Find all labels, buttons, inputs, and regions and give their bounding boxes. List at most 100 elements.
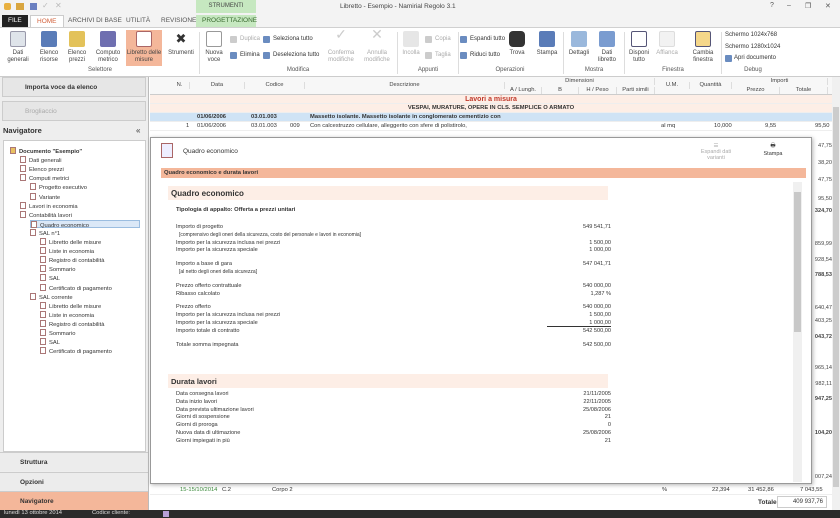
tree-item-label: Elenco prezzi (29, 167, 64, 174)
tree-item[interactable]: Registro di contabilità (40, 256, 104, 264)
tree-item[interactable]: Dati generali (20, 156, 62, 164)
disponi-tutto-button[interactable]: Disponi tutto (627, 31, 651, 64)
tree-item[interactable]: Elenco prezzi (20, 165, 64, 173)
tree-item[interactable]: Certificato di pagamento (40, 347, 112, 355)
tree-item[interactable]: SAL (40, 338, 60, 346)
elenco-prezzi-button[interactable]: Elenco prezzi (65, 31, 89, 64)
tree-item[interactable]: Certificato di pagamento (40, 283, 112, 292)
tree-item[interactable]: Sommario (40, 265, 75, 273)
dati-generali-button[interactable]: Dati generali (4, 31, 32, 64)
annulla-modifiche-button[interactable]: ✕ Annulla modifiche (361, 27, 393, 64)
duplica-button[interactable]: Duplica (230, 35, 260, 44)
save-icon[interactable] (30, 3, 37, 10)
col-totale[interactable]: Totale (780, 87, 828, 94)
espandi-varianti-button[interactable]: ☰ Espandi dati varianti (696, 143, 736, 161)
elimina-button[interactable]: Elimina (230, 51, 260, 60)
grid-scrollbar[interactable] (832, 77, 840, 510)
table-row[interactable]: 1 01/06/2006 03.01.003 009 Con calcestru… (150, 122, 832, 131)
seleziona-tutto-button[interactable]: Seleziona tutto (263, 35, 313, 44)
section-row[interactable]: Lavori a misura (150, 95, 832, 104)
tree-item[interactable]: Contabilità lavori (20, 210, 72, 219)
riduci-tutto-button[interactable]: Riduci tutto (460, 51, 500, 60)
schermo-1024-button[interactable]: Schermo 1024x768 (725, 32, 778, 38)
row-total: 95,50 (818, 196, 832, 202)
tree-item[interactable]: Progetto esecutivo (30, 183, 87, 191)
tab-progettazione[interactable]: PROGETTAZIONE (196, 15, 257, 27)
tree-item[interactable]: SAL corrente (30, 292, 73, 301)
help-button[interactable]: ? (770, 2, 774, 9)
computo-metrico-button[interactable]: Computo metrico (92, 31, 124, 64)
tree-item[interactable]: Libretto delle misure (40, 301, 101, 310)
elenco-risorse-button[interactable]: Elenco risorse (36, 31, 62, 64)
nuova-voce-button[interactable]: Nuova voce (202, 31, 226, 64)
dati-libretto-button[interactable]: Dati libretto (594, 31, 620, 64)
dettagli-button[interactable]: Dettagli (566, 31, 592, 57)
collapse-button[interactable]: « (136, 126, 141, 135)
close-button[interactable]: ✕ (825, 3, 831, 10)
col-um[interactable]: U.M. (655, 82, 690, 89)
tree-item[interactable]: Sommario (40, 329, 75, 337)
scroll-thumb[interactable] (833, 107, 839, 487)
tree-item[interactable]: Liste in economia (40, 247, 94, 255)
tree-item[interactable]: Computi metrici (20, 174, 69, 182)
pane-opzioni[interactable]: Opzioni (0, 472, 148, 491)
dialog-stampa-button[interactable]: 🖶 Stampa (759, 142, 787, 157)
col-b[interactable]: B (542, 87, 579, 94)
tree-item[interactable]: Liste in economia (40, 310, 94, 319)
table-row-selected[interactable]: 01/06/2006 03.01.003 Massetto isolante. … (150, 113, 832, 122)
tab-file[interactable]: FILE (2, 15, 28, 27)
schermo-1280-button[interactable]: Schermo 1280x1024 (725, 44, 781, 50)
scroll-thumb[interactable] (794, 192, 801, 332)
importa-voce-button[interactable]: Importa voce da elenco (2, 77, 146, 97)
minimize-button[interactable]: – (787, 2, 791, 9)
deseleziona-tutto-button[interactable]: Deseleziona tutto (263, 51, 319, 60)
col-data[interactable]: Data (190, 82, 245, 89)
tree-item[interactable]: SAL (40, 274, 60, 282)
brogliaccio-button[interactable]: Brogliaccio (2, 101, 146, 121)
category-row[interactable]: VESPAI, MURATURE, OPERE IN CLS. SEMPLICE… (150, 104, 832, 113)
tree-item[interactable]: Registro di contabilità (40, 319, 104, 328)
tab-utilita[interactable]: UTILITÀ (126, 17, 151, 24)
pane-navigatore[interactable]: Navigatore (0, 491, 148, 510)
tree-item[interactable]: Lavori in economia (20, 201, 78, 210)
col-descrizione[interactable]: Descrizione (305, 82, 505, 89)
col-h[interactable]: H / Peso (579, 87, 617, 94)
cambia-finestra-button[interactable]: Cambia finestra (688, 31, 718, 64)
col-codice[interactable]: Codice (245, 82, 305, 89)
qe-line: Importo per la sicurezza inclusa nei pre… (176, 240, 611, 246)
tree-item[interactable]: Documento "Esempio" (10, 147, 82, 155)
apri-documento-button[interactable]: Apri documento (725, 54, 776, 63)
col-quantita[interactable]: Quantità (690, 82, 732, 89)
label: Cambia finestra (692, 50, 714, 63)
strumenti-button[interactable]: ✖ Strumenti (166, 31, 196, 57)
trova-button[interactable]: Trova (507, 31, 527, 57)
conferma-modifiche-button[interactable]: ✓ Conferma modifiche (325, 27, 357, 64)
copia-button[interactable]: Copia (425, 35, 451, 44)
espandi-tutto-button[interactable]: Espandi tutto (460, 35, 505, 44)
affianca-button[interactable]: Affianca (653, 31, 681, 57)
incolla-button[interactable]: Incolla (399, 31, 423, 57)
col-n[interactable]: N. (170, 82, 190, 89)
tab-archivi-di-base[interactable]: ARCHIVI DI BASE (68, 17, 122, 24)
tree-item[interactable]: SAL n°1 (30, 228, 60, 237)
tree-item[interactable]: Libretto delle misure (40, 238, 101, 246)
col-parti[interactable]: Parti simili (617, 87, 655, 94)
col-prezzo[interactable]: Prezzo (732, 87, 780, 94)
taglia-button[interactable]: Taglia (425, 51, 451, 60)
restore-button[interactable]: ❐ (805, 3, 812, 10)
open-icon[interactable] (16, 3, 24, 10)
tree-item[interactable]: Quadro economico (30, 219, 140, 229)
qe-line: Importo per la sicurezza speciale 1 000,0… (176, 320, 611, 327)
tree-item[interactable]: Variante (30, 192, 60, 201)
tree-item-label: SAL (49, 276, 60, 283)
table-row[interactable]: 15-15/10/2014 C.2 Corpo 2 % 22,394 31 45… (150, 486, 832, 495)
tab-home[interactable]: HOME (30, 15, 64, 27)
document-icon (40, 256, 46, 264)
dialog-scrollbar[interactable] (793, 182, 802, 482)
tab-revisione[interactable]: REVISIONE (161, 17, 197, 24)
stampa-button[interactable]: Stampa (534, 31, 560, 57)
col-a[interactable]: A / Lungh. (505, 87, 542, 94)
pane-struttura[interactable]: Struttura (0, 452, 148, 471)
libretto-delle-misure-button[interactable]: Libretto delle misure (126, 30, 162, 66)
col-importi: Importi (732, 78, 828, 85)
